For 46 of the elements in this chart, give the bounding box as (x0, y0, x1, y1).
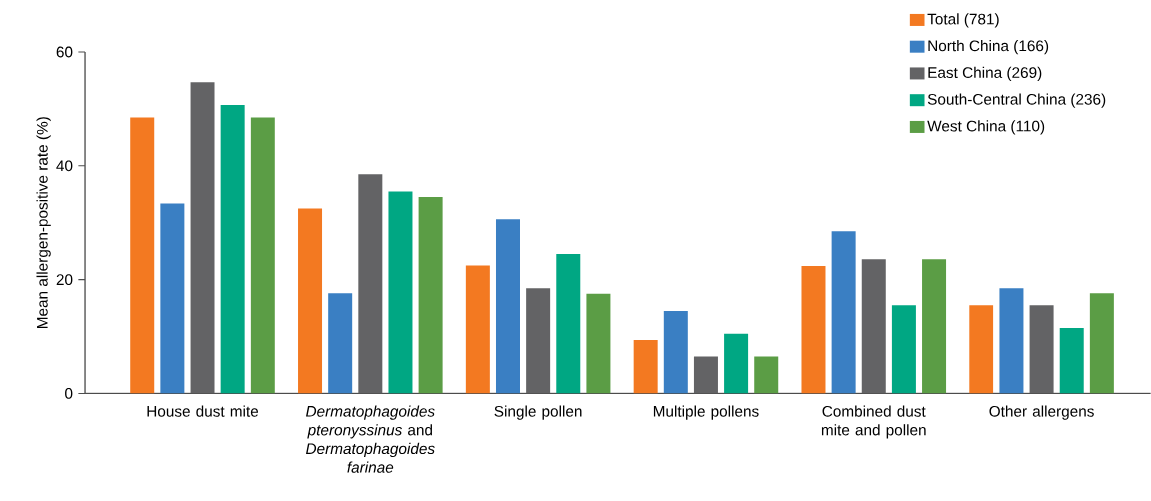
bar (526, 287, 551, 394)
y-axis-title: Mean allergen-positive rate (%) (36, 116, 51, 328)
bar (831, 231, 856, 394)
legend-label: East China (269) (928, 66, 1042, 81)
bar (801, 265, 826, 394)
x-tick-label: Single pollen (494, 405, 582, 420)
y-tick-label: 20 (56, 273, 73, 285)
bar (1089, 293, 1114, 394)
bar (358, 174, 383, 394)
legend-label: North China (166) (928, 39, 1049, 55)
bar (495, 219, 520, 394)
y-tick-label: 0 (65, 387, 73, 399)
bar (130, 117, 155, 394)
x-tick-label: Combined dust mite and pollen (821, 405, 926, 439)
x-tick-label: Dermatophagoides pteronyssinus and Dermatophagoides farinae (306, 405, 435, 473)
legend-label: South-Central China (236) (927, 93, 1106, 108)
bar (250, 117, 275, 394)
bar (693, 356, 718, 394)
bar (724, 333, 749, 394)
bar (465, 265, 490, 394)
bar (160, 203, 185, 394)
y-tick-label: 40 (56, 160, 73, 172)
bar (328, 293, 353, 394)
legend-label: Total (781) (927, 13, 999, 28)
bar (663, 310, 688, 394)
bar (190, 81, 215, 394)
bar (1059, 327, 1084, 394)
bar (220, 104, 245, 394)
bar (298, 208, 323, 394)
bar (754, 356, 779, 394)
bar (633, 339, 658, 394)
x-tick-label: House dust mite (147, 405, 259, 417)
bar (418, 196, 443, 394)
bar (861, 258, 886, 394)
bar (891, 305, 916, 394)
bar (1029, 305, 1054, 394)
legend-label: West China (110) (927, 120, 1045, 135)
x-tick-label: Other allergens (989, 405, 1094, 420)
bar (556, 253, 581, 394)
bar (388, 191, 413, 394)
bar (586, 293, 611, 394)
bar (969, 305, 994, 394)
y-tick-label: 60 (56, 46, 73, 58)
x-tick-label: Multiple pollens (653, 405, 759, 420)
bar (922, 258, 947, 394)
bar (999, 287, 1024, 394)
